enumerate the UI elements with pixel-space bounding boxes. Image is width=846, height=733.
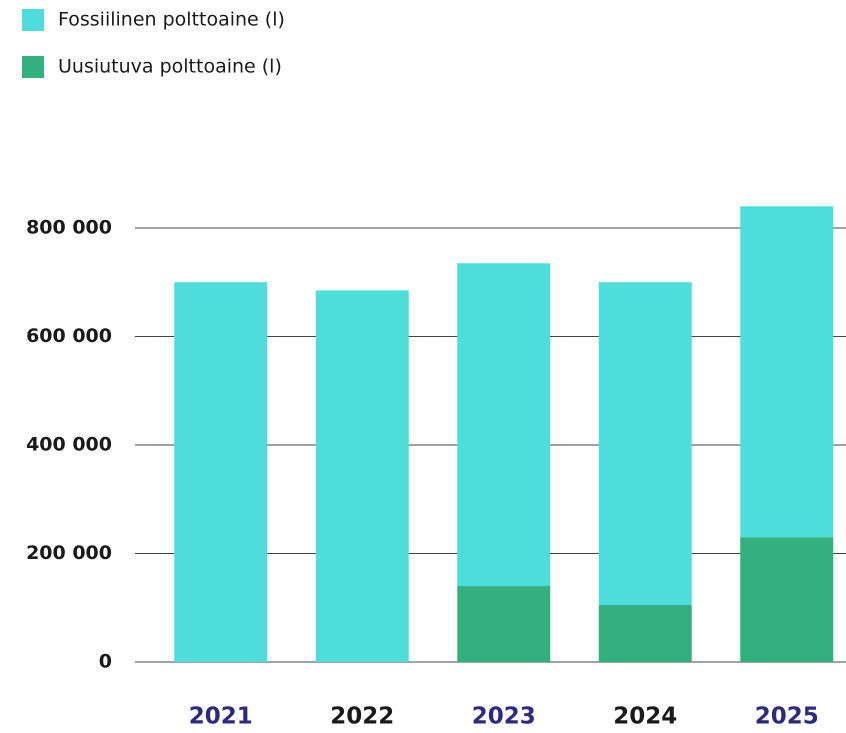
- x-tick-label: 2024: [613, 704, 677, 730]
- bar-segment: [315, 290, 409, 662]
- legend-swatch: [22, 56, 44, 78]
- bar-segment: [598, 605, 692, 662]
- y-tick-label: 600 000: [26, 325, 112, 347]
- x-tick-label: 2023: [472, 704, 536, 730]
- legend-label: Uusiutuva polttoaine (l): [58, 56, 282, 78]
- y-tick-label: 400 000: [26, 434, 112, 456]
- y-tick-label: 200 000: [26, 542, 112, 564]
- legend-label: Fossiilinen polttoaine (l): [58, 9, 285, 31]
- bar-segment: [457, 586, 551, 662]
- bar-segment: [598, 282, 692, 606]
- bar-segment: [740, 206, 834, 538]
- x-tick-label: 2022: [330, 704, 394, 730]
- bar-segment: [174, 282, 268, 662]
- y-tick-label: 0: [99, 651, 112, 673]
- bar-segment: [457, 263, 551, 587]
- y-tick-label: 800 000: [26, 217, 112, 239]
- x-tick-label: 2021: [189, 704, 253, 730]
- legend-swatch: [22, 9, 44, 31]
- x-tick-label: 2025: [755, 704, 819, 730]
- bar-segment: [740, 537, 834, 662]
